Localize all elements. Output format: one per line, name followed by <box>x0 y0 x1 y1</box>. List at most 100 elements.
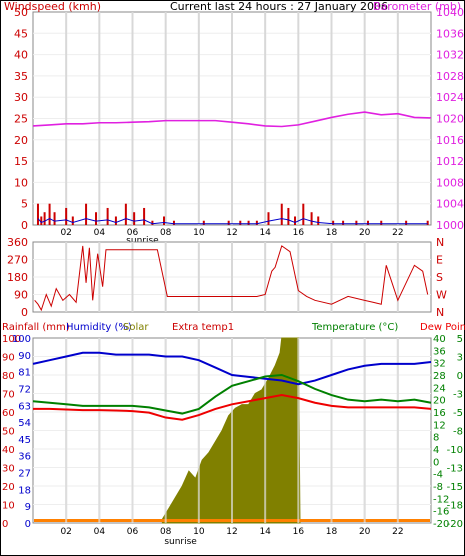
hour-tick-label: 06 <box>127 527 139 537</box>
windspeed-tick-label: 50 <box>14 6 28 19</box>
windspeed-bar <box>302 203 305 225</box>
direction-compass-label: W <box>436 289 447 302</box>
humidity-tick-label: 27 <box>18 469 31 480</box>
temperature-tick-label: 28 <box>433 371 446 382</box>
temperature-line <box>32 373 432 415</box>
windspeed-bar <box>332 220 335 225</box>
humidity-label: Humidity (%) <box>66 322 132 333</box>
chart-title: Current last 24 hours : 27 January 2006 <box>170 0 388 13</box>
dewpoint-tick-label: -18 <box>447 501 463 512</box>
temperature-tick-label: -4 <box>433 470 443 481</box>
wind-direction-line <box>34 245 429 312</box>
hour-tick-label: 16 <box>293 228 305 238</box>
dewpoint-tick-label: -10 <box>447 445 463 456</box>
windspeed-tick-label: 30 <box>14 91 28 104</box>
windspeed-bar <box>163 216 166 225</box>
dewpoint-tick-label: -15 <box>447 482 463 493</box>
rainfall-tick-label: 90 <box>2 353 15 364</box>
windspeed-tick-label: 40 <box>14 49 28 62</box>
sunrise-label: sunrise <box>164 537 197 547</box>
windspeed-bar <box>124 203 127 225</box>
humidity-tick-label: 72 <box>18 384 31 395</box>
rainfall-tick-label: 100 <box>2 334 21 345</box>
rainfall-tick-label: 0 <box>2 519 8 530</box>
direction-degrees-axis: 0 90 180 270 360 <box>7 236 28 319</box>
windspeed-bar <box>355 220 358 225</box>
windspeed-bar <box>71 216 74 225</box>
direction-degree-label: 90 <box>14 289 28 302</box>
temperature-tick-label: -20 <box>433 519 449 530</box>
windspeed-bar <box>227 220 230 225</box>
hour-tick-label: 06 <box>127 228 139 238</box>
bottom-axes: 0102030405060708090100091827364554637281… <box>2 334 463 530</box>
windspeed-bar <box>426 220 429 225</box>
windspeed-bar <box>53 212 56 225</box>
windspeed-bar <box>43 212 46 225</box>
bottom-series <box>32 337 432 524</box>
direction-degree-label: 270 <box>7 254 28 267</box>
barometer-tick-label: 1036 <box>436 27 464 40</box>
direction-compass-label: N <box>436 236 444 249</box>
humidity-line <box>32 351 432 386</box>
dewpoint-tick-label: -8 <box>453 427 463 438</box>
direction-degree-label: 360 <box>7 236 28 249</box>
dewpoint-tick-label: 3 <box>457 353 463 364</box>
dewpoint-tick-label: -5 <box>453 408 463 419</box>
windspeed-bar <box>342 220 345 225</box>
barometer-tick-label: 1012 <box>436 155 464 168</box>
temperature-tick-label: -16 <box>433 507 449 518</box>
temperature-tick-label: 32 <box>433 359 446 370</box>
windspeed-tick-label: 0 <box>21 219 28 232</box>
humidity-tick-label: 63 <box>18 401 31 412</box>
rainfall-tick-label: 30 <box>2 464 15 475</box>
windspeed-bar <box>317 216 320 225</box>
humidity-tick-label: 36 <box>18 452 31 463</box>
rainfall-tick-label: 10 <box>2 501 15 512</box>
barometer-tick-label: 1024 <box>436 91 464 104</box>
wind-average-line <box>37 218 428 225</box>
windspeed-bar <box>202 220 205 225</box>
windspeed-bar <box>267 212 270 225</box>
hour-tick-label: 14 <box>259 527 271 537</box>
hour-tick-label: 02 <box>60 228 71 238</box>
temperature-tick-label: 16 <box>433 408 446 419</box>
barometer-tick-label: 1020 <box>436 113 464 126</box>
windspeed-bar <box>280 203 283 225</box>
middle-series <box>34 245 429 312</box>
barometer-tick-label: 1028 <box>436 70 464 83</box>
windspeed-bar <box>239 220 242 225</box>
windspeed-bar <box>380 220 383 225</box>
dewpoint-line <box>33 394 432 421</box>
barometer-label: Barometer (mb) <box>373 0 461 13</box>
hour-tick-label: 14 <box>259 228 271 238</box>
direction-degree-label: 180 <box>7 271 28 284</box>
hour-tick-label: 20 <box>359 228 371 238</box>
temperature-tick-label: 40 <box>433 334 446 345</box>
barometer-tick-label: 1008 <box>436 176 464 189</box>
top-series <box>32 111 432 225</box>
hour-tick-label: 08 <box>160 527 172 537</box>
windspeed-bar <box>151 220 154 225</box>
hour-tick-label: 02 <box>60 527 71 537</box>
top-time-axis: 02 04 06 08 10 12 14 16 18 20 22 sunrise <box>60 228 403 246</box>
temperature-tick-label: 0 <box>433 457 439 468</box>
windspeed-bar <box>85 203 88 225</box>
solar-label: Solar <box>123 322 149 333</box>
temperature-tick-label: -8 <box>433 482 443 493</box>
windspeed-bar <box>95 212 98 225</box>
barometer-tick-label: 1016 <box>436 134 464 147</box>
hour-tick-label: 10 <box>193 228 205 238</box>
humidity-tick-label: 18 <box>18 485 31 496</box>
hour-tick-label: 12 <box>226 527 237 537</box>
hour-tick-label: 22 <box>392 228 403 238</box>
humidity-temperature-panel: 0102030405060708090100091827364554637281… <box>2 322 465 547</box>
barometer-tick-label: 1004 <box>436 198 464 211</box>
dewpoint-tick-label: -20 <box>447 519 463 530</box>
windspeed-tick-label: 5 <box>21 198 28 211</box>
windspeed-bar <box>143 207 146 225</box>
barometer-tick-label: 1032 <box>436 49 464 62</box>
